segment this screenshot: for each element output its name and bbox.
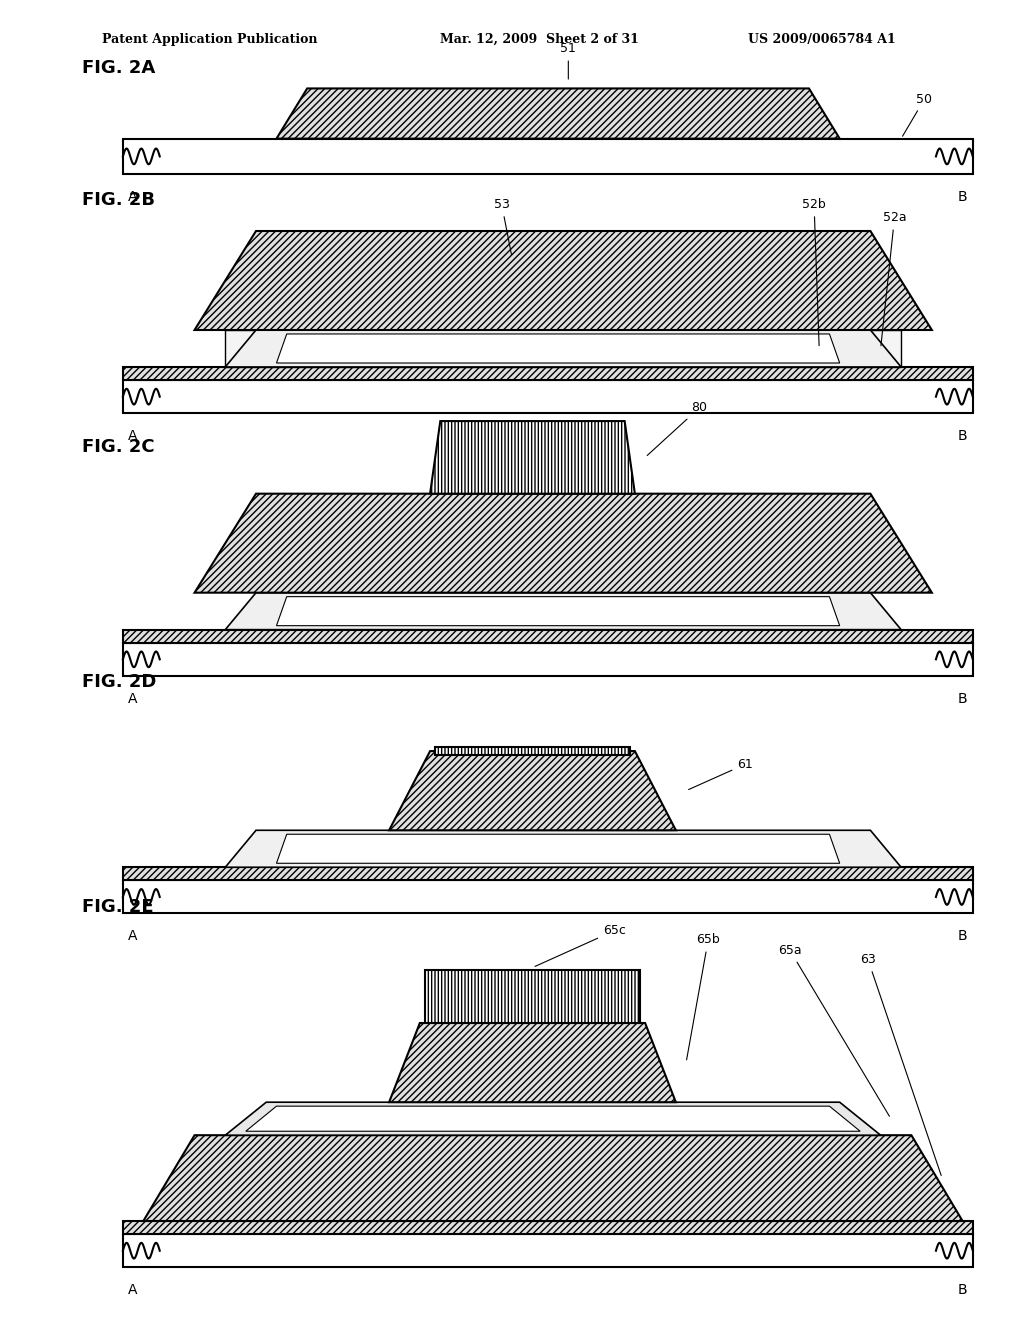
- Text: 65a: 65a: [778, 944, 890, 1117]
- Text: B: B: [958, 190, 968, 205]
- Polygon shape: [389, 751, 676, 830]
- Text: 52a: 52a: [881, 211, 906, 346]
- Text: 51: 51: [560, 42, 577, 79]
- Bar: [123, 380, 973, 413]
- Text: 53: 53: [494, 198, 511, 255]
- Bar: [123, 1234, 973, 1267]
- Text: B: B: [958, 429, 968, 444]
- Polygon shape: [123, 1221, 973, 1234]
- Polygon shape: [123, 867, 973, 880]
- Bar: [225, 330, 901, 367]
- Bar: [123, 880, 973, 913]
- Text: FIG. 2C: FIG. 2C: [82, 438, 155, 457]
- Text: 80: 80: [647, 401, 708, 455]
- Polygon shape: [225, 330, 901, 367]
- Polygon shape: [225, 830, 901, 867]
- Text: FIG. 2D: FIG. 2D: [82, 673, 157, 692]
- Text: A: A: [128, 692, 137, 706]
- Text: FIG. 2B: FIG. 2B: [82, 191, 155, 210]
- Polygon shape: [276, 88, 840, 139]
- Text: A: A: [128, 190, 137, 205]
- Polygon shape: [276, 834, 840, 863]
- Text: US 2009/0065784 A1: US 2009/0065784 A1: [748, 33, 895, 46]
- Polygon shape: [123, 630, 973, 643]
- Text: 50: 50: [902, 92, 933, 136]
- Polygon shape: [195, 494, 932, 593]
- Polygon shape: [430, 421, 635, 494]
- Polygon shape: [246, 1106, 860, 1131]
- Text: B: B: [958, 929, 968, 944]
- Text: FIG. 2A: FIG. 2A: [82, 59, 156, 78]
- Text: 61: 61: [688, 758, 753, 789]
- Polygon shape: [195, 231, 932, 330]
- Polygon shape: [389, 1023, 676, 1102]
- Text: A: A: [128, 429, 137, 444]
- Text: B: B: [958, 692, 968, 706]
- Polygon shape: [143, 1135, 963, 1221]
- Polygon shape: [276, 334, 840, 363]
- Bar: [123, 643, 973, 676]
- Polygon shape: [225, 593, 901, 630]
- Text: Mar. 12, 2009  Sheet 2 of 31: Mar. 12, 2009 Sheet 2 of 31: [440, 33, 639, 46]
- Text: A: A: [128, 1283, 137, 1298]
- Text: A: A: [128, 929, 137, 944]
- Text: 65c: 65c: [535, 924, 626, 966]
- Text: B: B: [958, 1283, 968, 1298]
- Polygon shape: [225, 1102, 881, 1135]
- Text: 63: 63: [860, 953, 941, 1176]
- Text: 65b: 65b: [686, 933, 720, 1060]
- Polygon shape: [123, 367, 973, 380]
- Polygon shape: [435, 747, 630, 755]
- Polygon shape: [276, 597, 840, 626]
- Text: FIG. 2E: FIG. 2E: [82, 898, 154, 916]
- Bar: [123, 139, 973, 174]
- Polygon shape: [425, 970, 640, 1023]
- Text: Patent Application Publication: Patent Application Publication: [102, 33, 317, 46]
- Text: 52b: 52b: [802, 198, 826, 346]
